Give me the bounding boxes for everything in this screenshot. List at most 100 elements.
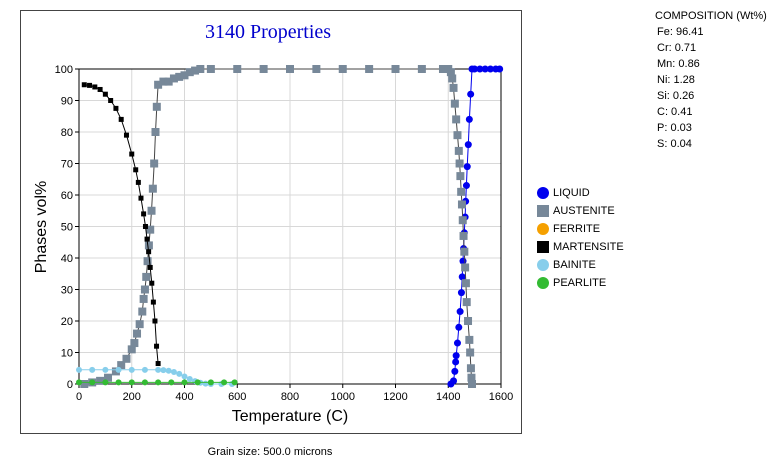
- data-point: [176, 370, 183, 377]
- data-point: [92, 84, 98, 90]
- data-point: [467, 90, 475, 98]
- x-tick-label: 0: [76, 391, 82, 403]
- data-point: [130, 339, 139, 348]
- data-point: [286, 65, 294, 73]
- composition-lines: Fe: 96.41 Cr: 0.71 Mn: 0.86 Ni: 1.28 Si: 0.2…: [655, 24, 767, 152]
- data-point: [127, 345, 136, 354]
- data-point: [175, 72, 184, 81]
- data-point: [196, 65, 205, 73]
- data-point: [152, 102, 161, 111]
- data-point: [160, 367, 167, 374]
- data-point: [89, 366, 96, 373]
- x-tick-label: 1400: [436, 391, 460, 403]
- data-point: [191, 66, 200, 75]
- x-tick-label: 200: [123, 391, 141, 403]
- data-point: [185, 68, 194, 77]
- data-point: [81, 82, 87, 88]
- circle-marker-icon: [537, 223, 549, 235]
- composition-panel: COMPOSITION (Wt%) Fe: 96.41 Cr: 0.71 Mn: 0…: [655, 8, 767, 152]
- y-tick-label: 20: [61, 316, 73, 328]
- chart-frame: [20, 10, 522, 434]
- data-point: [464, 141, 472, 149]
- data-point: [115, 379, 122, 386]
- data-point: [133, 167, 139, 173]
- data-point: [455, 159, 464, 168]
- data-point: [128, 366, 135, 373]
- data-point: [143, 257, 152, 266]
- data-point: [481, 65, 489, 73]
- data-point: [140, 285, 149, 294]
- data-point: [164, 77, 173, 86]
- data-point: [231, 379, 238, 386]
- composition-line: P: 0.03: [657, 122, 692, 134]
- data-point: [459, 231, 468, 240]
- data-point: [453, 131, 462, 140]
- y-tick-label: 80: [61, 127, 73, 139]
- composition-title: COMPOSITION (Wt%): [655, 10, 767, 22]
- data-point: [450, 99, 459, 108]
- data-point: [455, 323, 463, 331]
- circle-marker-icon: [537, 259, 549, 271]
- data-point: [338, 65, 347, 73]
- y-tick-label: 90: [61, 96, 73, 108]
- data-point: [146, 225, 155, 234]
- data-point: [150, 299, 156, 305]
- data-point: [144, 241, 153, 250]
- data-point: [456, 308, 464, 316]
- data-point: [151, 128, 160, 136]
- data-point: [129, 151, 135, 157]
- data-point: [438, 65, 447, 73]
- y-tick-label: 40: [61, 253, 73, 265]
- legend-item-martensite: MARTENSITE: [537, 238, 624, 256]
- data-point: [159, 77, 168, 86]
- data-point: [206, 65, 215, 73]
- data-point: [147, 206, 156, 215]
- chart-title: 3140 Properties: [205, 21, 331, 43]
- data-point: [113, 105, 119, 111]
- data-point: [144, 236, 150, 242]
- data-point: [111, 367, 120, 376]
- data-point: [457, 200, 466, 209]
- y-tick-label: 60: [61, 190, 73, 202]
- data-point: [462, 298, 471, 307]
- data-point: [115, 366, 122, 373]
- data-point: [138, 195, 144, 201]
- circle-marker-icon: [537, 187, 549, 199]
- data-point: [96, 376, 105, 385]
- y-tick-label: 100: [55, 64, 73, 76]
- data-point: [259, 65, 268, 73]
- data-point: [168, 379, 175, 386]
- data-point: [102, 379, 109, 386]
- data-point: [169, 74, 178, 83]
- data-point: [221, 379, 228, 386]
- data-point: [471, 65, 479, 73]
- y-tick-label: 10: [61, 348, 73, 360]
- data-point: [458, 216, 467, 225]
- square-marker-icon: [537, 241, 549, 253]
- legend-label: PEARLITE: [553, 277, 607, 289]
- data-point: [365, 65, 374, 73]
- data-point: [461, 279, 470, 288]
- legend-item-ferrite: FERRITE: [537, 220, 624, 238]
- data-point: [180, 71, 189, 80]
- circle-marker-icon: [537, 277, 549, 289]
- data-point: [155, 361, 161, 367]
- x-tick-label: 600: [228, 391, 246, 403]
- data-point: [460, 247, 469, 256]
- data-point: [467, 373, 476, 382]
- data-point: [467, 380, 476, 388]
- composition-line: S: 0.04: [657, 138, 692, 150]
- data-point: [452, 358, 460, 366]
- legend-label: BAINITE: [553, 259, 596, 271]
- data-point: [446, 68, 455, 77]
- legend-label: AUSTENITE: [553, 205, 615, 217]
- axes: 0 200 400 600 800 1000 1200 1400 1600 0 10 20 30 40 50…: [55, 64, 514, 403]
- data-point: [466, 364, 475, 373]
- data-point: [186, 375, 193, 382]
- data-point: [463, 163, 471, 171]
- data-point: [181, 379, 188, 386]
- x-tick-label: 1600: [489, 391, 513, 403]
- data-point: [118, 116, 124, 122]
- data-point: [476, 65, 484, 73]
- composition-line: C: 0.41: [657, 106, 693, 118]
